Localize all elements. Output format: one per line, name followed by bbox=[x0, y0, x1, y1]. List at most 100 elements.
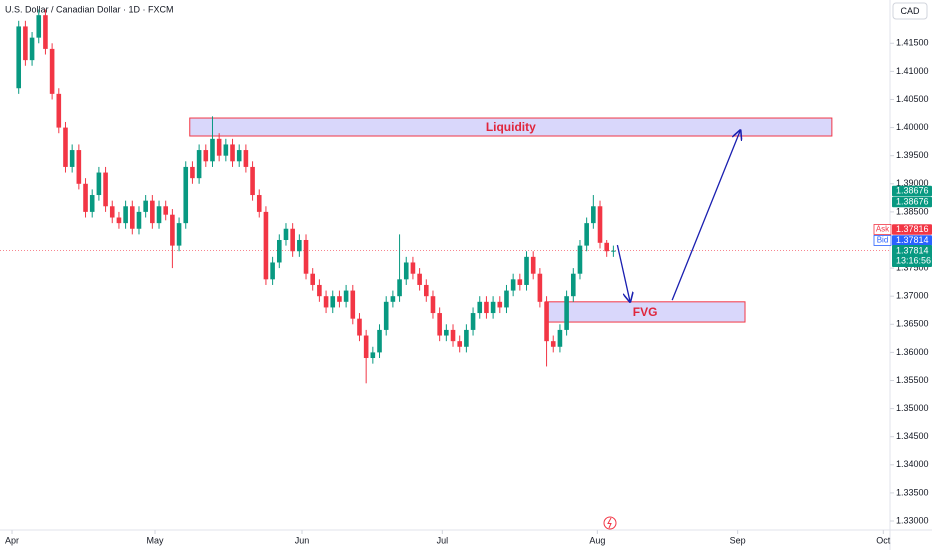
y-tick-label: 1.38500 bbox=[896, 206, 929, 216]
y-tick-label: 1.40000 bbox=[896, 122, 929, 132]
candle-body bbox=[256, 195, 262, 212]
x-tick-label: Sep bbox=[730, 535, 746, 545]
candle-body bbox=[423, 284, 429, 297]
candle-body bbox=[591, 206, 596, 224]
candle-body bbox=[276, 239, 282, 263]
candle-body bbox=[417, 273, 422, 285]
y-tick-label: 1.34000 bbox=[896, 459, 929, 469]
candle-body bbox=[283, 228, 289, 240]
candle-body bbox=[170, 214, 175, 246]
candle-body bbox=[290, 228, 295, 252]
candle-body bbox=[350, 290, 356, 319]
x-tick-label: May bbox=[147, 535, 165, 545]
candle-body bbox=[203, 150, 209, 162]
candle-body bbox=[497, 301, 503, 308]
candle-body bbox=[470, 313, 476, 330]
x-tick-label: Aug bbox=[589, 535, 605, 545]
candle-body bbox=[156, 206, 162, 224]
y-tick-label: 1.35500 bbox=[896, 375, 929, 385]
candle-body bbox=[176, 223, 182, 246]
candle-body bbox=[317, 284, 322, 297]
candle-body bbox=[29, 37, 35, 61]
arrow bbox=[671, 130, 740, 301]
candle-body bbox=[377, 329, 382, 353]
candle-body bbox=[484, 301, 489, 314]
currency-box[interactable] bbox=[892, 2, 928, 20]
candle-body bbox=[310, 273, 316, 285]
arrow bbox=[616, 244, 630, 302]
candle-body bbox=[550, 341, 556, 347]
y-tick-label: 1.39000 bbox=[896, 178, 929, 188]
candle-body bbox=[437, 313, 442, 336]
y-tick-label: 1.36000 bbox=[896, 347, 929, 357]
last-price-value: 1.37814 bbox=[896, 245, 929, 255]
y-tick-label: 1.36500 bbox=[896, 319, 929, 329]
x-tick-label: Apr bbox=[5, 535, 19, 545]
candle-body bbox=[96, 172, 102, 196]
candle-body bbox=[43, 15, 48, 49]
y-tick-label: 1.37500 bbox=[896, 262, 929, 272]
y-tick-label: 1.35000 bbox=[896, 403, 929, 413]
candle-body bbox=[390, 296, 396, 302]
quote-tag-value: 1.37814 bbox=[896, 235, 929, 245]
candle-body bbox=[517, 279, 523, 285]
y-tick-label: 1.40500 bbox=[896, 94, 929, 104]
candle-body bbox=[196, 150, 202, 179]
candle-body bbox=[143, 200, 148, 212]
quote-tag-value: 1.37816 bbox=[896, 224, 929, 234]
currency[interactable]: CAD bbox=[900, 6, 920, 16]
candle-body bbox=[250, 166, 255, 196]
x-tick-label: Jun bbox=[295, 535, 310, 545]
candle-body bbox=[83, 183, 88, 212]
candle-body bbox=[263, 211, 269, 280]
candle-body bbox=[410, 262, 416, 274]
candle-body bbox=[524, 256, 529, 285]
candle-body bbox=[537, 273, 543, 302]
candle-body bbox=[604, 242, 609, 252]
candle-body bbox=[123, 206, 128, 224]
x-tick-label: Jul bbox=[437, 535, 449, 545]
y-tick-label: 1.41000 bbox=[896, 66, 929, 76]
candle-body bbox=[564, 296, 569, 330]
candle-body bbox=[23, 26, 28, 61]
candle-body bbox=[16, 26, 22, 89]
candle-body bbox=[544, 301, 549, 342]
candle-body bbox=[490, 301, 496, 314]
candle-body bbox=[163, 206, 169, 215]
candle-body bbox=[444, 329, 449, 336]
y-tick-label: 1.34500 bbox=[896, 431, 929, 441]
candle-body bbox=[570, 273, 576, 297]
candle-body bbox=[323, 296, 329, 308]
y-tick-label: 1.33000 bbox=[896, 515, 929, 525]
candle-body bbox=[504, 290, 509, 308]
candle-body bbox=[611, 250, 616, 252]
candle-body bbox=[129, 206, 135, 229]
candle-body bbox=[223, 144, 229, 156]
candle-body bbox=[183, 166, 189, 224]
candle-body bbox=[403, 262, 409, 280]
marker-tag-value: 1.38676 bbox=[896, 185, 929, 195]
quote-label: Ask bbox=[876, 225, 890, 234]
candle-body bbox=[230, 144, 235, 162]
candle-body bbox=[270, 262, 275, 280]
candle-body bbox=[457, 341, 462, 347]
candle-body bbox=[49, 48, 55, 94]
candle-body bbox=[430, 296, 436, 314]
candle-body bbox=[116, 217, 122, 224]
candle-body bbox=[303, 239, 309, 274]
y-tick-label: 1.41500 bbox=[896, 38, 929, 48]
quote-tag-box bbox=[892, 235, 932, 246]
candle-body bbox=[109, 206, 115, 218]
candle-body bbox=[464, 329, 469, 347]
quote-label-box bbox=[873, 224, 892, 235]
candle-body bbox=[370, 352, 376, 359]
marker-tag-box bbox=[892, 196, 932, 208]
zone-label: Liquidity bbox=[486, 120, 536, 134]
candle-body bbox=[89, 195, 95, 212]
candle-body bbox=[297, 239, 302, 252]
quote-label: Bid bbox=[877, 236, 889, 245]
candle-body bbox=[510, 279, 516, 291]
candle-body bbox=[557, 329, 563, 347]
